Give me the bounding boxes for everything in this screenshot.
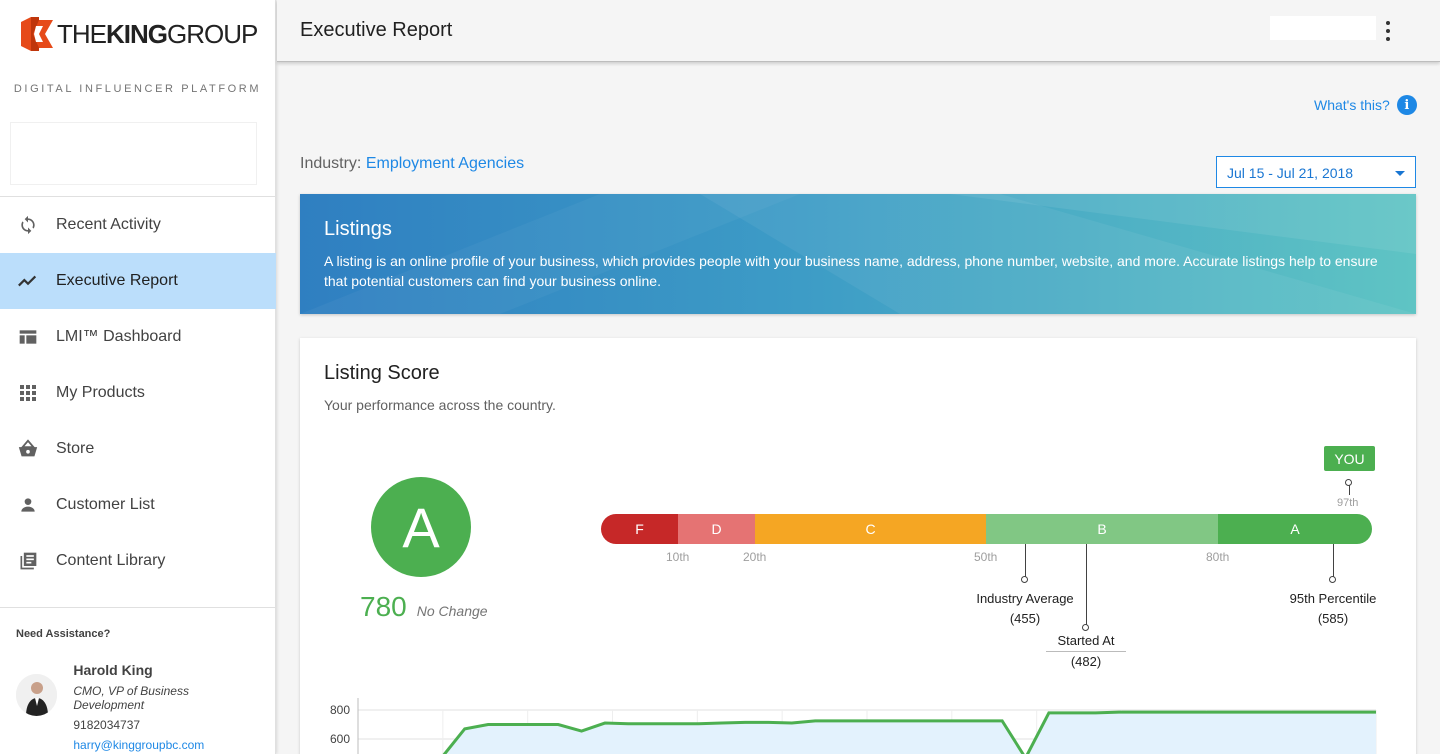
sidebar-item-customer-list[interactable]: Customer List bbox=[0, 477, 276, 533]
page-title: Executive Report bbox=[300, 19, 453, 41]
card-subtitle: Your performance across the country. bbox=[324, 397, 556, 413]
sidebar-item-store[interactable]: Store bbox=[0, 421, 276, 477]
score-history-chart: 800 600 bbox=[330, 698, 1377, 754]
king-logo-icon bbox=[21, 17, 53, 51]
sidebar-item-label: My Products bbox=[56, 384, 145, 401]
info-icon: i bbox=[1396, 95, 1417, 115]
industry-label: Industry: bbox=[300, 155, 362, 172]
tick-label: 50th bbox=[974, 550, 998, 564]
score-value: 780 bbox=[360, 591, 407, 622]
top-bar: Executive Report bbox=[277, 0, 1440, 62]
sidebar-item-executive-report[interactable]: Executive Report bbox=[0, 253, 276, 309]
sidebar-item-my-products[interactable]: My Products bbox=[0, 365, 276, 421]
sidebar-nav: Recent Activity Executive Report LMI™ Da… bbox=[0, 196, 276, 589]
logo[interactable]: THEKINGGROUP bbox=[0, 0, 275, 68]
you-pointer-dot bbox=[1345, 479, 1352, 486]
whats-this-link[interactable]: What's this? i bbox=[1314, 95, 1417, 115]
whats-this-label: What's this? bbox=[1314, 97, 1390, 113]
you-marker: YOU bbox=[1324, 446, 1375, 471]
contact-name: Harold King bbox=[73, 662, 153, 678]
marker-started-at: Started At (482) bbox=[1046, 631, 1126, 672]
tagline: DIGITAL INFLUENCER PLATFORM bbox=[13, 83, 262, 95]
date-range-value: Jul 15 - Jul 21, 2018 bbox=[1227, 165, 1354, 181]
sidebar-item-content-library[interactable]: Content Library bbox=[0, 533, 276, 589]
grade-segment-c: C bbox=[755, 514, 986, 544]
library-icon bbox=[17, 550, 39, 572]
sidebar-item-label: Recent Activity bbox=[56, 216, 161, 233]
series-line bbox=[442, 710, 1376, 754]
grade-segment-d: D bbox=[678, 514, 755, 544]
grade-segment-f: F bbox=[601, 514, 678, 544]
y-tick-label: 600 bbox=[330, 732, 350, 746]
sidebar: THEKINGGROUP DIGITAL INFLUENCER PLATFORM… bbox=[0, 0, 276, 754]
avatar bbox=[16, 674, 58, 716]
refresh-icon bbox=[17, 214, 39, 236]
card-title: Listing Score bbox=[324, 362, 440, 384]
y-tick-label: 800 bbox=[330, 703, 350, 717]
date-range-select[interactable]: Jul 15 - Jul 21, 2018 bbox=[1216, 156, 1416, 188]
you-percentile: 97th bbox=[1337, 497, 1359, 509]
sidebar-item-lmi-dashboard[interactable]: LMI™ Dashboard bbox=[0, 309, 276, 365]
marker-dot bbox=[1329, 576, 1336, 583]
marker-industry-average: Industry Average (455) bbox=[976, 591, 1074, 626]
series-area bbox=[444, 712, 1376, 754]
marker-dot bbox=[1082, 624, 1089, 631]
score-line: 780 No Change bbox=[360, 591, 488, 623]
banner-title: Listings bbox=[324, 218, 392, 240]
tick-label: 80th bbox=[1206, 550, 1230, 564]
sidebar-item-label: Executive Report bbox=[56, 272, 178, 289]
industry-link[interactable]: Employment Agencies bbox=[365, 155, 525, 172]
marker-line-started-at bbox=[1086, 544, 1087, 626]
more-vert-icon[interactable] bbox=[1380, 21, 1396, 41]
tick-label: 10th bbox=[666, 550, 690, 564]
contact-email-link[interactable]: harry@kinggroupbc.com bbox=[73, 738, 205, 752]
dropdown-caret-icon bbox=[1395, 171, 1405, 176]
dashboard-icon bbox=[17, 326, 39, 348]
banner-text: A listing is an online profile of your b… bbox=[324, 253, 1378, 289]
top-search-input[interactable] bbox=[1270, 16, 1376, 40]
trending-icon bbox=[17, 270, 39, 292]
banner-pattern bbox=[300, 194, 1416, 314]
grade-segment-b: B bbox=[986, 514, 1218, 544]
person-icon bbox=[17, 494, 39, 516]
account-selector[interactable] bbox=[10, 122, 257, 185]
marker-dot bbox=[1021, 576, 1028, 583]
assistance-title: Need Assistance? bbox=[16, 628, 111, 640]
marker-line-industry-average bbox=[1025, 544, 1026, 578]
logo-text: THEKINGGROUP bbox=[57, 18, 258, 49]
contact-phone[interactable]: 9182034737 bbox=[73, 718, 141, 732]
sidebar-item-recent-activity[interactable]: Recent Activity bbox=[0, 197, 276, 253]
basket-icon bbox=[17, 438, 39, 460]
assistance-panel: Need Assistance? Harold King CMO, VP of … bbox=[0, 607, 276, 752]
listings-banner: Listings A listing is an online profile … bbox=[300, 194, 1416, 314]
contact-role: CMO, VP of Business Development bbox=[73, 684, 189, 712]
grade-badge: A bbox=[371, 477, 471, 577]
tick-label: 20th bbox=[743, 550, 767, 564]
grade-segment-a: A bbox=[1218, 514, 1372, 544]
apps-grid-icon bbox=[17, 382, 39, 404]
contact-card: Harold King CMO, VP of Business Developm… bbox=[16, 662, 260, 752]
sidebar-item-label: Content Library bbox=[56, 552, 166, 569]
listing-score-card: Listing Score Your performance across th… bbox=[300, 338, 1416, 754]
score-change: No Change bbox=[416, 603, 488, 619]
sidebar-item-label: Store bbox=[56, 440, 95, 457]
sidebar-item-label: Customer List bbox=[56, 496, 155, 513]
marker-line-95th-percentile bbox=[1333, 544, 1334, 578]
industry-line: Industry: Employment Agencies bbox=[300, 155, 524, 173]
sidebar-item-label: LMI™ Dashboard bbox=[56, 328, 182, 345]
marker-95th-percentile: 95th Percentile (585) bbox=[1289, 591, 1377, 626]
you-pointer-line bbox=[1349, 485, 1350, 495]
